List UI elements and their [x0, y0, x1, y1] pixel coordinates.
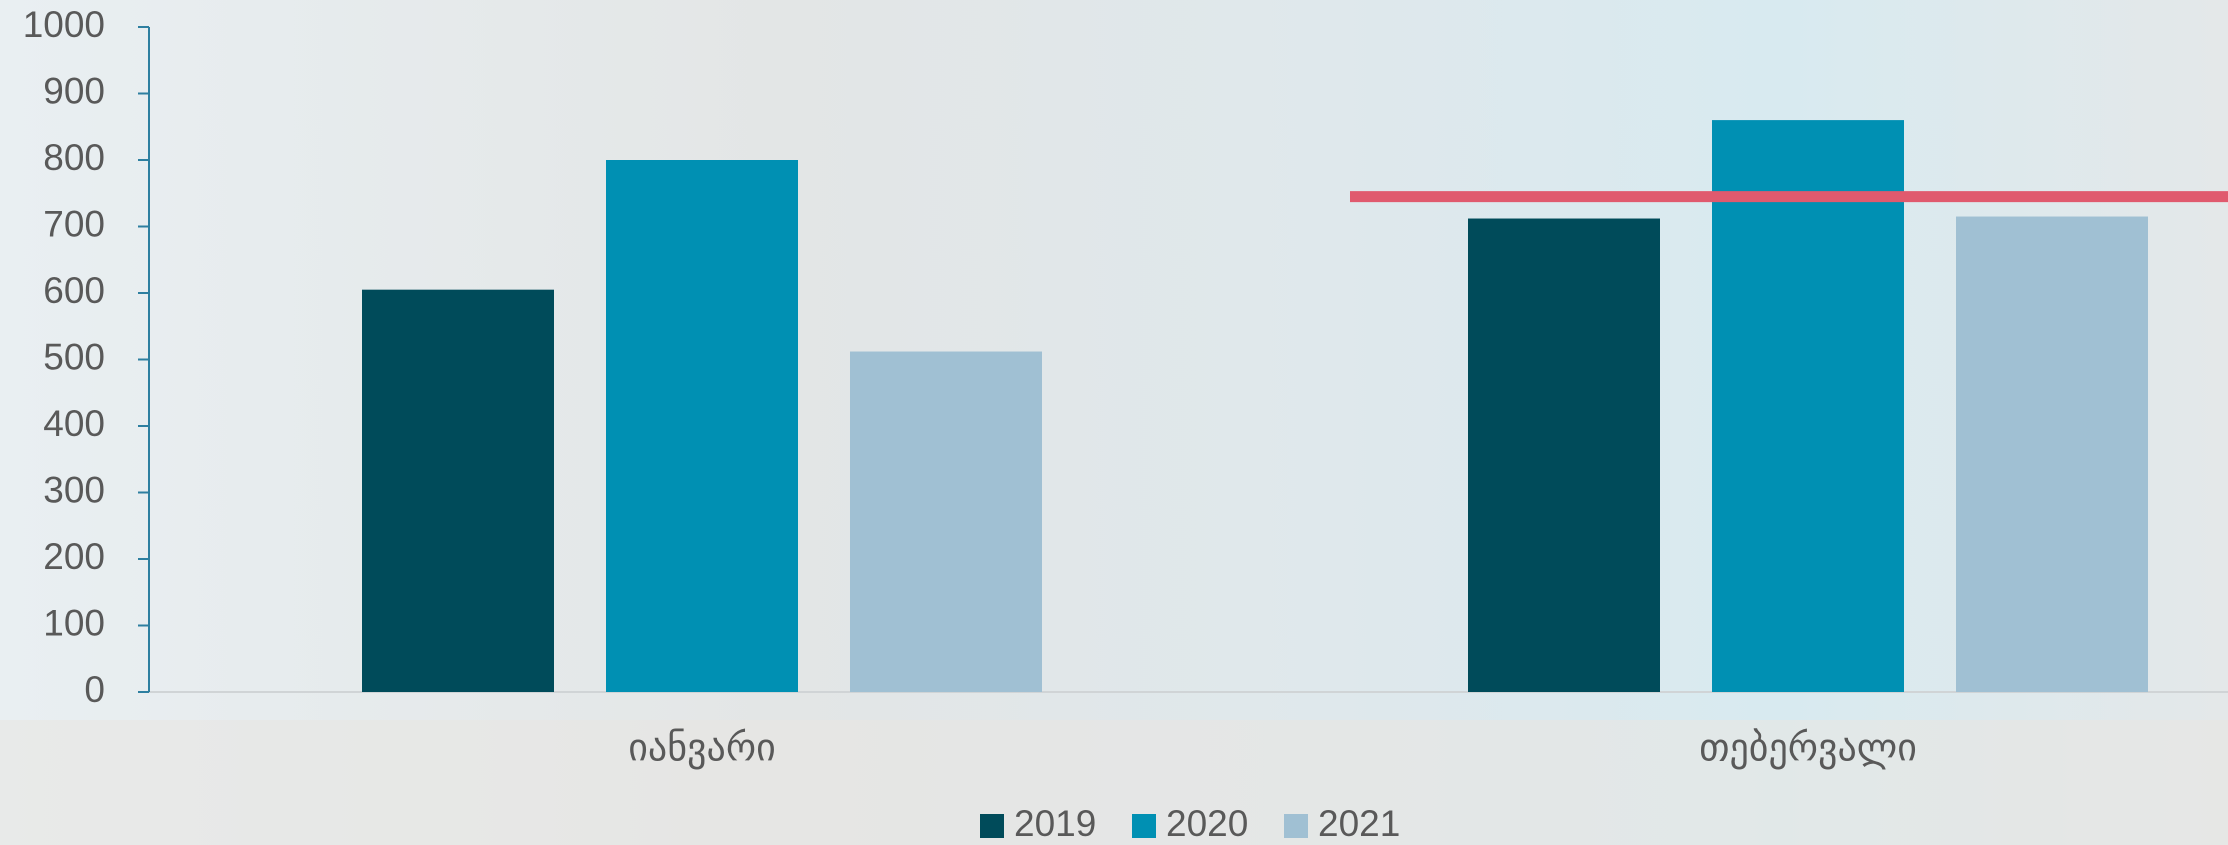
y-tick-label: 700 — [43, 203, 105, 244]
bar — [606, 160, 798, 692]
y-tick-label: 1000 — [23, 4, 105, 45]
x-tick-label: იანვარი — [628, 726, 776, 770]
legend-label: 2019 — [1014, 803, 1096, 844]
legend-label: 2020 — [1166, 803, 1248, 844]
y-tick-label: 300 — [43, 469, 105, 510]
legend-swatch — [1284, 814, 1308, 838]
y-tick-label: 600 — [43, 270, 105, 311]
chart: 0 100 200 300 400 500 600 700 800 900 1000 იანვარი თ… — [0, 0, 2228, 845]
bar — [1712, 120, 1904, 692]
legend-swatch — [980, 814, 1004, 838]
bar — [850, 352, 1042, 692]
y-tick-label: 100 — [43, 602, 105, 643]
y-tick-label: 500 — [43, 336, 105, 377]
y-tick-label: 200 — [43, 536, 105, 577]
bar — [362, 290, 554, 692]
bar — [1468, 219, 1660, 692]
y-tick-label: 400 — [43, 403, 105, 444]
x-tick-label: თებერვალი — [1699, 726, 1917, 770]
y-tick-label: 900 — [43, 70, 105, 111]
legend-label: 2021 — [1318, 803, 1400, 844]
y-tick-label: 800 — [43, 137, 105, 178]
legend-swatch — [1132, 814, 1156, 838]
y-tick-label: 0 — [84, 669, 105, 710]
bar — [1956, 217, 2148, 692]
